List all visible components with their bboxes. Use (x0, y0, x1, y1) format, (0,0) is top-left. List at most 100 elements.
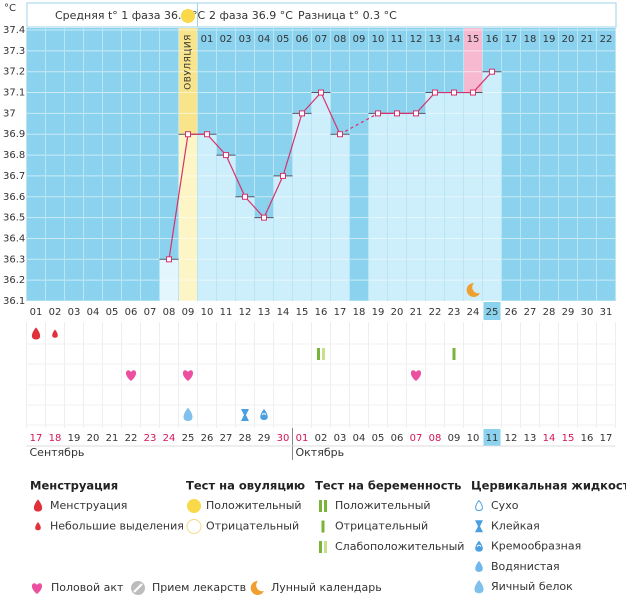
temperature-bar (482, 71, 502, 301)
x-tick-label: 27 (524, 307, 537, 318)
x-tick-label: 23 (448, 307, 461, 318)
icon-moon (466, 282, 480, 297)
test-strip (452, 348, 456, 360)
heart (182, 370, 194, 381)
icon-creamy (475, 540, 483, 552)
phase2-day-label: 11 (391, 34, 404, 45)
ovulation-column (178, 28, 198, 135)
temperature-bar (368, 113, 388, 301)
drop (35, 522, 41, 531)
temperature-point (223, 152, 229, 159)
ovulation-label: ОВУЛЯЦИЯ (184, 34, 194, 90)
temperature-point (242, 193, 248, 200)
temperature-bar (235, 196, 255, 301)
y-tick-label: 36.5 (3, 213, 25, 224)
date-label: 21 (106, 433, 119, 444)
y-tick-label: 37.2 (3, 67, 25, 78)
month-label: Сентябрь (30, 446, 85, 459)
phase2-day-label: 16 (486, 34, 499, 45)
crescent (466, 282, 480, 297)
x-tick-label: 05 (106, 307, 119, 318)
date-label: 03 (334, 433, 347, 444)
highlight-column (463, 28, 483, 93)
date-label: 18 (49, 433, 62, 444)
phase2-day-label: 02 (220, 34, 233, 45)
phase2-day-label: 06 (296, 34, 309, 45)
drop (183, 407, 193, 421)
heart (125, 370, 137, 381)
date-label: 25 (182, 433, 195, 444)
temperature-point (489, 68, 495, 75)
x-tick-label: 06 (125, 307, 138, 318)
drop (475, 540, 483, 552)
legend-item: Отрицательный (335, 520, 428, 533)
phase2-day-label: 18 (524, 34, 537, 45)
temperature-point (318, 89, 324, 96)
phase2-day-label: 07 (315, 34, 328, 45)
temperature-point (280, 172, 286, 179)
icon-menstruation (33, 499, 43, 512)
value: 36.9 (252, 9, 277, 22)
temperature-bar (216, 155, 236, 301)
test-strip (324, 500, 327, 512)
label: 2 фаза (209, 9, 248, 22)
temperature-point (394, 110, 400, 117)
temperature-point (166, 256, 172, 263)
date-label: 15 (562, 433, 575, 444)
legend-title: Тест на беременность (315, 479, 461, 493)
y-tick-label: 36.1 (3, 296, 25, 307)
slash (133, 583, 143, 593)
phase2-day-label: 15 (467, 34, 480, 45)
phase2-day-label: 13 (429, 34, 442, 45)
date-label: 19 (68, 433, 81, 444)
y-tick-label: 36.9 (3, 129, 25, 140)
legend-item: Отрицательный (206, 520, 299, 533)
icon-creamy (260, 409, 268, 420)
x-tick-label: 18 (353, 307, 366, 318)
date-label: 28 (239, 433, 252, 444)
y-tick-label: 37.1 (3, 88, 25, 99)
x-tick-label: 30 (581, 307, 594, 318)
drop (33, 499, 43, 512)
icon-meds (131, 581, 145, 595)
phase2-day-label: 05 (277, 34, 290, 45)
temperature-bar (387, 113, 407, 301)
drop (31, 327, 41, 340)
phase2-day-label: 09 (353, 34, 366, 45)
x-tick-label: 15 (296, 307, 309, 318)
phase2-day-label: 08 (334, 34, 347, 45)
date-label: 13 (524, 433, 537, 444)
temperature-point (299, 110, 305, 117)
label: Разница t° (298, 9, 359, 22)
x-tick-label: 12 (239, 307, 252, 318)
legend-title: Тест на овуляцию (186, 479, 305, 493)
phase2-day-label: 22 (600, 34, 613, 45)
date-label: 20 (87, 433, 100, 444)
icon-moon (250, 580, 264, 595)
date-label: 29 (258, 433, 271, 444)
icon-sex (182, 370, 194, 381)
chart-background (26, 28, 616, 302)
legend-item: Менструация (50, 499, 127, 512)
y-tick-label: 37.3 (3, 46, 25, 57)
icon-sticky (475, 520, 483, 533)
y-tick-label: 36.8 (3, 150, 25, 161)
month-label: Октябрь (296, 446, 345, 459)
temperature-point (451, 89, 457, 96)
legend-item: Водянистая (491, 560, 560, 573)
x-tick-label: 01 (30, 307, 43, 318)
legend-title: Менструация (30, 479, 118, 493)
unit: °C (280, 9, 294, 22)
phase2-day-label: 10 (372, 34, 385, 45)
x-tick-label: 07 (144, 307, 157, 318)
date-label: 10 (467, 433, 480, 444)
temperature-point (185, 131, 191, 138)
value: 0.3 (363, 9, 381, 22)
x-tick-label: 08 (163, 307, 176, 318)
legend-item: Небольшие выделения (50, 520, 184, 533)
drop (474, 580, 484, 594)
x-tick-label: 02 (49, 307, 62, 318)
x-tick-label: 04 (87, 307, 100, 318)
legend-item: Слабоположительный (335, 540, 464, 553)
date-label: 07 (410, 433, 423, 444)
